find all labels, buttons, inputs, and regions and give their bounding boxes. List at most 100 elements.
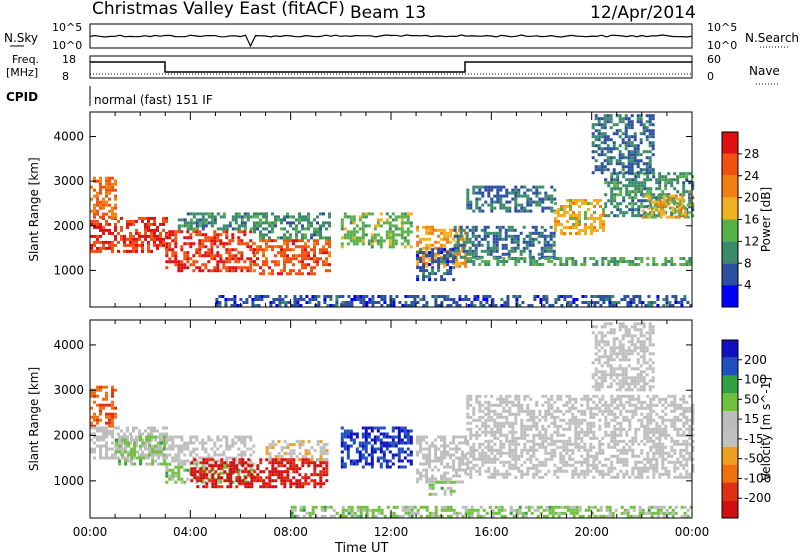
echo-cell	[228, 248, 232, 252]
echo-cell	[499, 200, 503, 204]
echo-cell	[468, 228, 472, 232]
echo-cell	[514, 430, 518, 434]
echo-cell	[542, 304, 546, 307]
echo-cell	[616, 457, 620, 461]
echo-cell	[484, 424, 488, 428]
echo-cell	[434, 438, 438, 442]
echo-cell	[280, 479, 284, 483]
echo-cell	[505, 451, 509, 455]
echo-cell	[271, 239, 274, 243]
echo-cell	[574, 433, 578, 437]
echo-cell	[575, 217, 578, 220]
echo-cell	[520, 454, 524, 458]
echo-cell	[214, 479, 218, 483]
echo-cell	[204, 254, 208, 258]
echo-cell	[268, 230, 271, 234]
echo-cell	[510, 249, 514, 253]
echo-cell	[628, 403, 632, 407]
echo-cell	[289, 455, 293, 459]
echo-cell	[404, 295, 408, 298]
echo-cell	[639, 171, 643, 175]
echo-cell	[648, 141, 652, 145]
echo-cell	[249, 269, 253, 273]
echo-cell	[580, 439, 584, 443]
echo-cell	[541, 439, 545, 443]
echo-cell	[213, 233, 217, 237]
echo-cell	[304, 476, 308, 480]
echo-cell	[105, 240, 108, 244]
echo-cell	[600, 123, 604, 127]
echo-cell	[676, 181, 680, 185]
echo-cell	[523, 257, 527, 260]
echo-cell	[529, 257, 533, 260]
echo-cell	[237, 236, 241, 240]
echo-cell	[468, 237, 472, 241]
echo-cell	[443, 447, 447, 451]
echo-cell	[361, 432, 365, 436]
echo-cell	[403, 429, 407, 433]
echo-cell	[595, 403, 599, 407]
echo-cell	[328, 254, 331, 258]
echo-cell	[616, 184, 620, 188]
echo-cell	[397, 450, 401, 454]
echo-cell	[559, 418, 563, 422]
echo-cell	[234, 227, 238, 231]
echo-cell	[490, 203, 494, 207]
echo-cell	[406, 221, 410, 225]
echo-cell	[301, 461, 305, 465]
echo-cell	[609, 117, 613, 121]
echo-cell	[493, 460, 497, 464]
echo-cell	[391, 441, 395, 445]
echo-cell	[556, 427, 560, 431]
echo-cell	[613, 178, 617, 182]
echo-cell	[93, 412, 96, 416]
echo-cell	[616, 260, 620, 263]
echo-cell	[105, 219, 108, 223]
echo-cell	[138, 243, 141, 247]
echo-cell	[487, 454, 491, 458]
echo-cell	[593, 220, 596, 223]
echo-cell	[479, 304, 483, 307]
echo-cell	[665, 200, 669, 204]
echo-cell	[464, 261, 468, 265]
echo-cell	[114, 406, 117, 410]
echo-cell	[329, 298, 333, 301]
echo-cell	[443, 453, 447, 457]
echo-cell	[452, 435, 456, 439]
echo-cell	[510, 237, 514, 241]
echo-cell	[174, 254, 178, 258]
echo-cell	[487, 412, 491, 416]
echo-cell	[526, 406, 530, 410]
echo-cell	[543, 243, 547, 247]
echo-cell	[240, 438, 244, 442]
echo-cell	[482, 298, 486, 301]
echo-cell	[406, 230, 410, 234]
echo-cell	[313, 266, 316, 270]
echo-cell	[466, 260, 470, 263]
echo-cell	[93, 219, 96, 223]
echo-cell	[552, 249, 556, 253]
echo-cell	[578, 220, 581, 223]
echo-cell	[628, 184, 632, 188]
echo-cell	[210, 251, 214, 255]
echo-cell	[562, 442, 566, 446]
echo-cell	[452, 266, 456, 270]
echo-cell	[108, 415, 111, 419]
echo-cell	[461, 453, 465, 457]
echo-cell	[606, 114, 610, 118]
echo-cell	[610, 175, 614, 179]
echo-cell	[547, 194, 551, 198]
echo-cell	[538, 430, 542, 434]
echo-cell	[597, 123, 601, 127]
echo-cell	[265, 215, 268, 219]
echo-cell	[612, 123, 616, 127]
echo-cell	[422, 304, 426, 307]
echo-cell	[449, 298, 453, 301]
echo-cell	[322, 470, 326, 474]
echo-cell	[257, 298, 261, 301]
echo-cell	[554, 220, 557, 223]
echo-cell	[493, 185, 497, 189]
echo-cell	[526, 203, 530, 207]
echo-cell	[593, 226, 596, 229]
echo-cell	[452, 278, 456, 282]
